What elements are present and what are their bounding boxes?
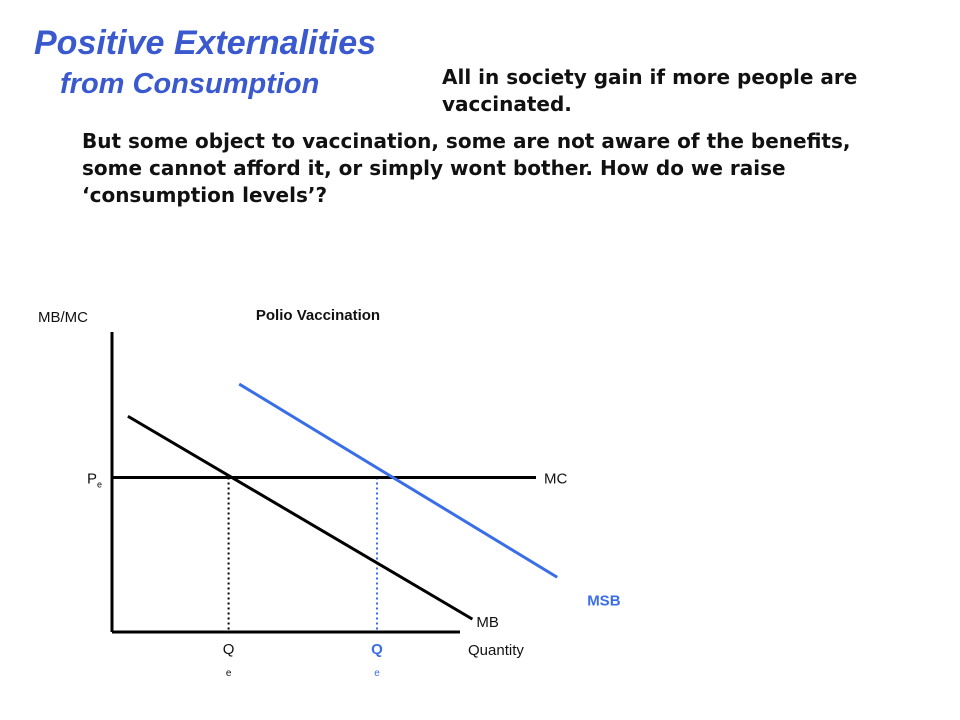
equilibrium-q-label-1: Q (223, 641, 235, 658)
series-msb-line (238, 382, 558, 579)
y-axis-label: MB/MC (38, 309, 88, 326)
slide-subtitle: from Consumption (60, 68, 320, 100)
note-vaccination-objections: But some object to vaccination, some are… (82, 129, 851, 207)
x-axis-label: Quantity (468, 642, 524, 659)
msb-label: MSB (587, 592, 621, 609)
slide-title: Positive Externalities (34, 24, 377, 62)
price-label-subscript: e (97, 479, 102, 489)
equilibrium-q-subscript-2: e (374, 668, 380, 679)
mb-label: MB (476, 614, 499, 631)
chart-title: Polio Vaccination (256, 307, 380, 324)
note-society-gain: All in society gain if more people are v… (442, 65, 858, 116)
price-label: P (87, 470, 97, 487)
series-mb-line (127, 414, 474, 621)
mc-label: MC (544, 470, 567, 487)
equilibrium-q-subscript-1: e (226, 668, 232, 679)
equilibrium-q-label-2: Q (371, 641, 383, 658)
